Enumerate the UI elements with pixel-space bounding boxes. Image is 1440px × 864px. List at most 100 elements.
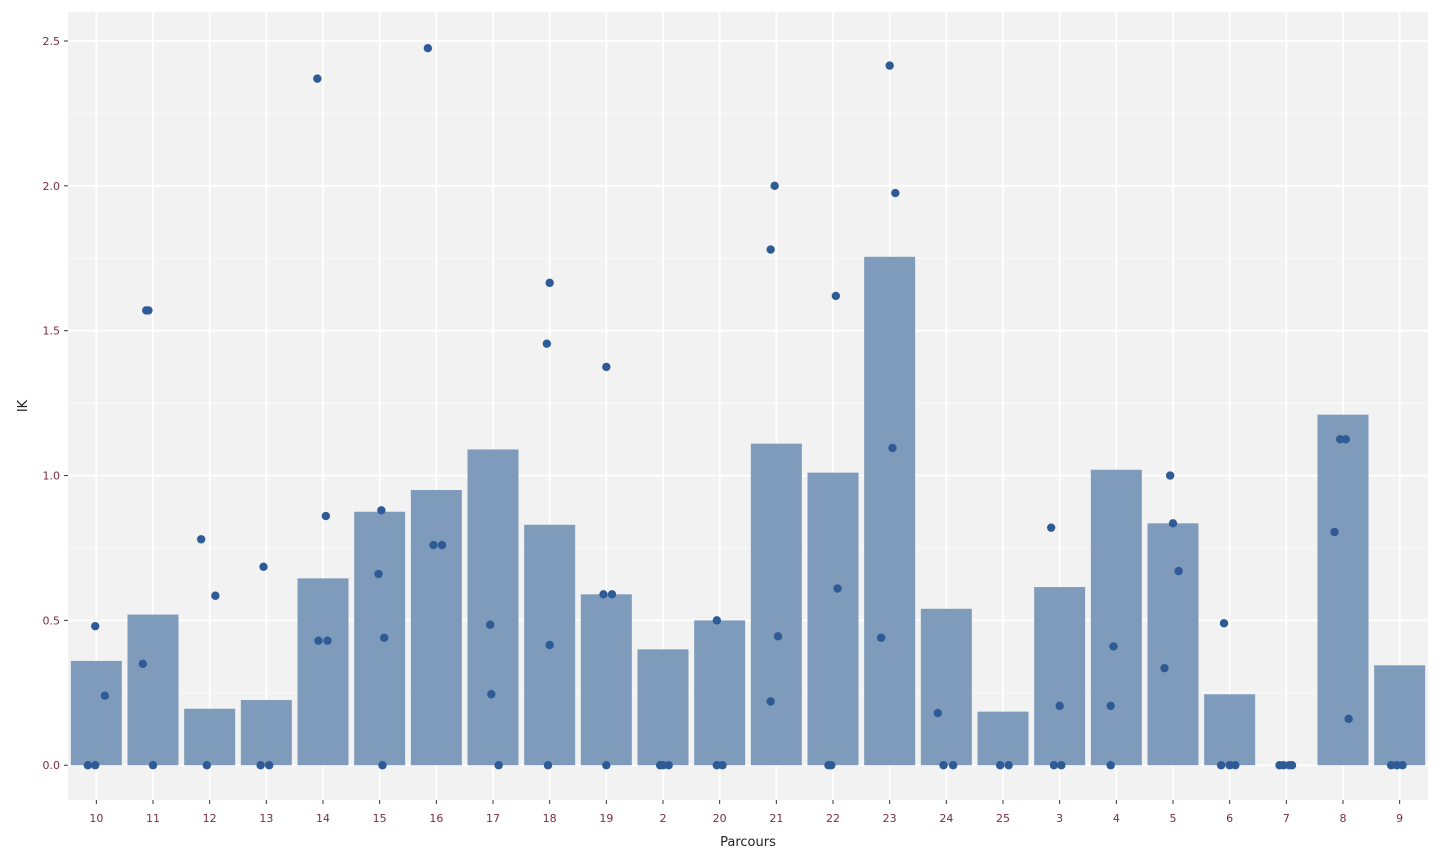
data-point xyxy=(718,761,727,770)
x-tick-label: 8 xyxy=(1340,812,1347,825)
bar-8 xyxy=(1317,414,1369,766)
data-point xyxy=(712,616,722,625)
data-point xyxy=(1168,519,1178,528)
x-tick-label: 15 xyxy=(373,812,387,825)
y-axis-ticks: 0.0 0.5 1.0 1.5 2.0 2.5 xyxy=(43,35,68,772)
bar-25 xyxy=(977,711,1029,766)
x-tick-label: 25 xyxy=(996,812,1010,825)
bar-3 xyxy=(1034,587,1086,766)
bars xyxy=(70,256,1426,766)
bar-10 xyxy=(70,660,122,766)
x-tick-label: 22 xyxy=(826,812,840,825)
data-point xyxy=(1160,663,1169,673)
data-point xyxy=(995,761,1005,770)
x-tick-label: 12 xyxy=(203,812,217,825)
data-point xyxy=(599,590,608,599)
data-point xyxy=(380,633,389,642)
x-tick-label: 20 xyxy=(713,812,727,825)
data-point xyxy=(378,761,387,770)
data-point xyxy=(602,761,611,770)
x-tick-label: 17 xyxy=(486,812,500,825)
data-point xyxy=(766,245,775,254)
data-point xyxy=(939,761,948,770)
x-tick-label: 23 xyxy=(883,812,897,825)
data-point xyxy=(377,506,386,515)
data-point xyxy=(542,339,552,348)
data-point xyxy=(664,761,673,770)
data-point xyxy=(196,535,206,544)
data-point xyxy=(100,691,110,700)
data-point xyxy=(313,74,322,83)
data-point xyxy=(264,761,274,770)
bar-2 xyxy=(637,649,689,766)
data-point xyxy=(1057,761,1066,770)
data-point xyxy=(545,640,554,650)
data-point xyxy=(83,761,93,770)
x-tick-label: 7 xyxy=(1283,812,1290,825)
x-axis-ticks: 10 11 12 13 14 15 16 17 18 19 2 20 21 22 23 24 25 3 4 5 6 7 8 9 xyxy=(89,800,1403,825)
bar-20 xyxy=(694,620,746,766)
x-tick-label: 6 xyxy=(1226,812,1233,825)
data-point xyxy=(1216,761,1226,770)
plot-panel xyxy=(68,12,1428,800)
data-point xyxy=(494,761,503,770)
data-point xyxy=(770,181,779,191)
data-point xyxy=(876,633,886,642)
data-point xyxy=(607,590,617,599)
x-tick-label: 24 xyxy=(939,812,953,825)
points xyxy=(83,44,1407,770)
bar-21 xyxy=(750,443,802,766)
data-point xyxy=(485,620,495,629)
data-point xyxy=(773,632,783,641)
data-point xyxy=(1344,714,1353,724)
y-axis-title: IK xyxy=(16,399,31,412)
bar-24 xyxy=(920,608,972,766)
bar-11 xyxy=(127,614,179,766)
data-point xyxy=(321,511,331,521)
data-point xyxy=(1049,761,1059,770)
data-point xyxy=(487,690,496,699)
data-point xyxy=(91,761,100,770)
x-tick-label: 16 xyxy=(429,812,443,825)
data-point xyxy=(1055,701,1064,711)
data-point xyxy=(423,44,433,53)
data-point xyxy=(437,540,447,550)
x-tick-label: 11 xyxy=(146,812,160,825)
data-point xyxy=(1231,761,1240,770)
data-point xyxy=(827,761,836,770)
x-tick-label: 18 xyxy=(543,812,557,825)
data-point xyxy=(211,591,220,600)
data-point xyxy=(1398,761,1407,770)
data-point xyxy=(323,636,332,645)
bar-6 xyxy=(1204,694,1256,766)
x-tick-label: 14 xyxy=(316,812,330,825)
x-axis-title: Parcours xyxy=(720,835,776,850)
data-point xyxy=(888,443,897,453)
data-point xyxy=(602,362,611,372)
bar-23 xyxy=(864,256,916,766)
data-point xyxy=(1287,761,1297,770)
bar-22 xyxy=(807,472,859,766)
data-point xyxy=(545,278,554,288)
y-tick-label: 0.5 xyxy=(43,614,61,627)
data-point xyxy=(202,761,212,770)
data-point xyxy=(933,708,943,718)
y-tick-label: 0.0 xyxy=(43,759,61,772)
y-tick-label: 2.5 xyxy=(43,35,61,48)
data-point xyxy=(256,761,265,770)
x-tick-label: 2 xyxy=(660,812,667,825)
bar-13 xyxy=(240,700,292,766)
x-tick-label: 4 xyxy=(1113,812,1120,825)
x-tick-label: 19 xyxy=(599,812,613,825)
x-tick-label: 3 xyxy=(1056,812,1063,825)
y-tick-label: 2.0 xyxy=(43,180,61,193)
data-point xyxy=(1004,761,1013,770)
x-tick-label: 13 xyxy=(259,812,273,825)
data-point xyxy=(543,761,553,770)
data-point xyxy=(314,636,323,645)
data-point xyxy=(91,621,100,631)
data-point xyxy=(1046,523,1056,532)
data-point xyxy=(1174,566,1183,576)
